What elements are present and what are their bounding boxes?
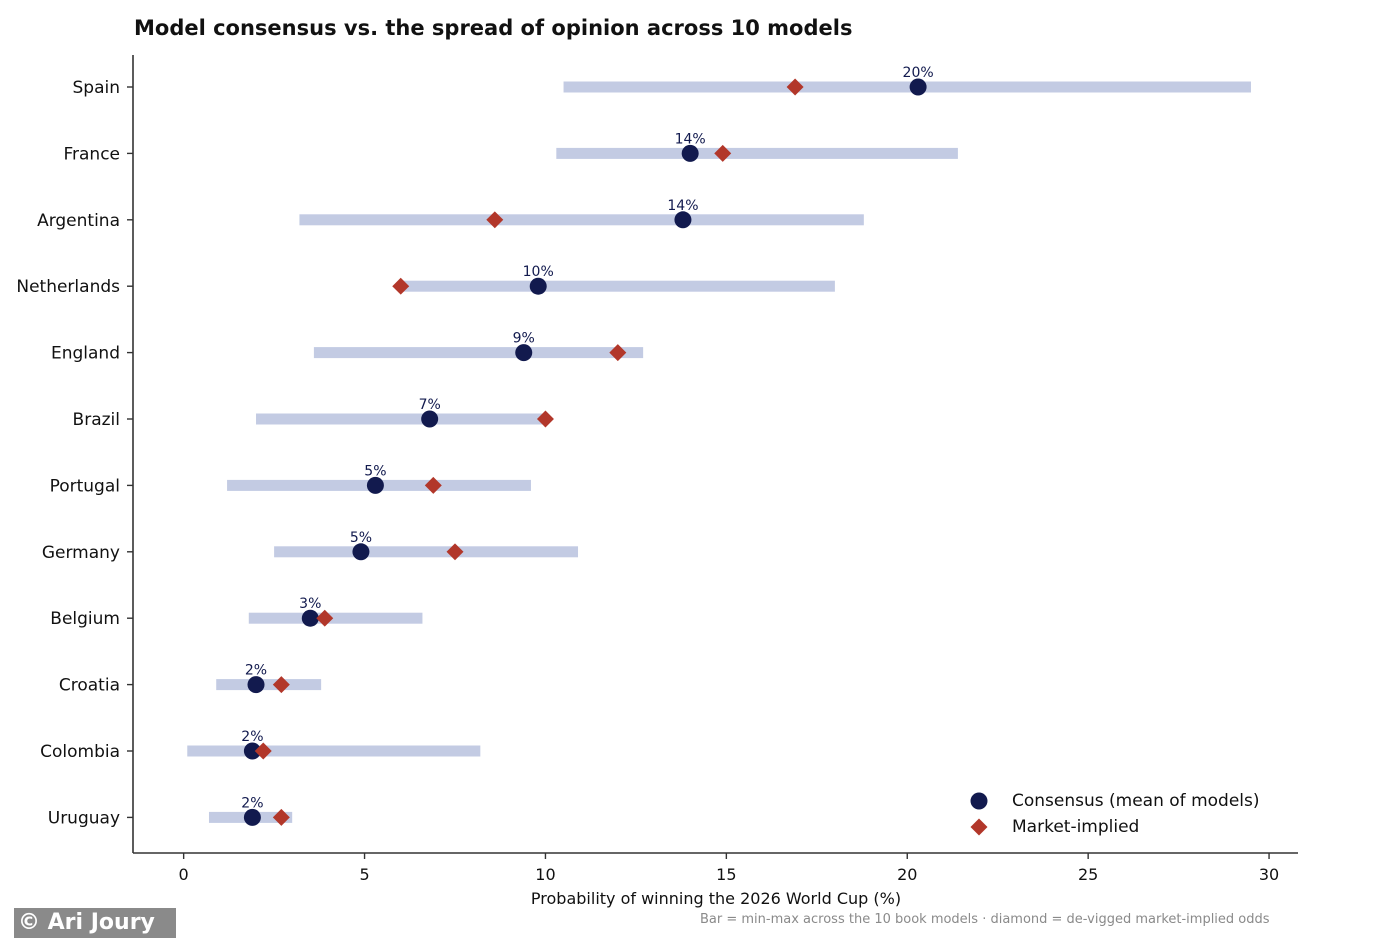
x-tick-label: 15 xyxy=(716,865,736,884)
consensus-dot xyxy=(515,344,533,362)
consensus-dot xyxy=(243,742,261,760)
chart-title: Model consensus vs. the spread of opinio… xyxy=(134,16,853,40)
y-tick-label: Brazil xyxy=(73,410,120,430)
y-tick-label: Argentina xyxy=(37,211,120,231)
y-tick-label: Uruguay xyxy=(48,808,120,828)
range-bar xyxy=(313,347,644,359)
market-diamond xyxy=(486,211,504,229)
diamond-icon xyxy=(966,814,992,840)
consensus-dot xyxy=(243,808,261,826)
consensus-dot xyxy=(909,78,927,96)
consensus-dot xyxy=(421,410,439,428)
x-tick-label: 10 xyxy=(535,865,555,884)
data-label: 9% xyxy=(513,331,535,347)
y-tick-label: Germany xyxy=(42,543,120,563)
market-diamond xyxy=(609,344,627,362)
legend: Consensus (mean of models) Market-implie… xyxy=(966,788,1260,840)
market-diamond xyxy=(392,277,410,295)
data-label: 14% xyxy=(667,198,698,214)
y-tick-label: Spain xyxy=(73,78,121,98)
range-bar xyxy=(556,147,958,159)
credit-watermark: © Ari Joury xyxy=(14,908,176,938)
data-label: 2% xyxy=(241,795,263,811)
legend-label-consensus: Consensus (mean of models) xyxy=(1012,791,1260,811)
consensus-dot xyxy=(681,144,699,162)
data-label: 20% xyxy=(903,65,934,81)
chart-footnote: Bar = min-max across the 10 book models … xyxy=(700,912,1270,927)
market-diamond xyxy=(254,742,272,760)
x-tick-label: 0 xyxy=(179,865,189,884)
data-label: 2% xyxy=(245,663,267,679)
legend-item-market: Market-implied xyxy=(966,814,1260,840)
x-tick-label: 25 xyxy=(1078,865,1098,884)
axes: 0 5 10 15 20 25 30 Probability of winning the 2… xyxy=(16,55,1298,908)
range-bar xyxy=(216,679,322,691)
range-bar xyxy=(256,413,546,425)
range-bar xyxy=(187,745,481,757)
circle-icon xyxy=(966,788,992,814)
y-tick-label: Colombia xyxy=(40,742,120,762)
x-axis-label: Probability of winning the 2026 World Cu… xyxy=(531,889,901,908)
market-diamond xyxy=(272,676,290,694)
data-label: 14% xyxy=(675,131,706,147)
data-label: 7% xyxy=(419,397,441,413)
consensus-dot xyxy=(301,609,319,627)
markers: 20% 14% 14% 10% 9% 7% 5% 5% 3% 2% 2% 2% xyxy=(241,65,934,826)
data-label: 5% xyxy=(364,463,386,479)
data-label: 2% xyxy=(241,729,263,745)
legend-label-market: Market-implied xyxy=(1012,817,1140,837)
y-tick-label: England xyxy=(51,344,120,364)
range-bar xyxy=(299,214,864,226)
y-tick-label: France xyxy=(63,144,120,164)
x-tick-label: 20 xyxy=(897,865,917,884)
consensus-dot xyxy=(352,543,370,561)
y-tick-label: Croatia xyxy=(59,676,120,696)
data-label: 10% xyxy=(523,264,554,280)
legend-item-consensus: Consensus (mean of models) xyxy=(966,788,1260,814)
x-tick-label: 5 xyxy=(359,865,369,884)
market-diamond xyxy=(536,410,554,428)
consensus-dot xyxy=(674,211,692,229)
market-diamond xyxy=(786,78,804,96)
y-tick-label: Belgium xyxy=(50,609,120,629)
data-label: 3% xyxy=(299,596,321,612)
y-tick-label: Netherlands xyxy=(16,277,120,297)
market-diamond xyxy=(272,808,290,826)
x-tick-label: 30 xyxy=(1259,865,1279,884)
market-diamond xyxy=(714,144,732,162)
market-diamond xyxy=(424,476,442,494)
market-diamond xyxy=(316,609,334,627)
range-bar xyxy=(400,280,835,292)
range-bar xyxy=(248,612,423,624)
market-diamond xyxy=(446,543,464,561)
consensus-dot xyxy=(247,676,265,694)
range-bar xyxy=(274,546,579,558)
range-bar xyxy=(563,81,1251,93)
data-label: 5% xyxy=(350,530,372,546)
consensus-dot xyxy=(366,476,384,494)
range-bars xyxy=(187,81,1251,823)
y-tick-label: Portugal xyxy=(50,476,120,496)
consensus-dot xyxy=(529,277,547,295)
